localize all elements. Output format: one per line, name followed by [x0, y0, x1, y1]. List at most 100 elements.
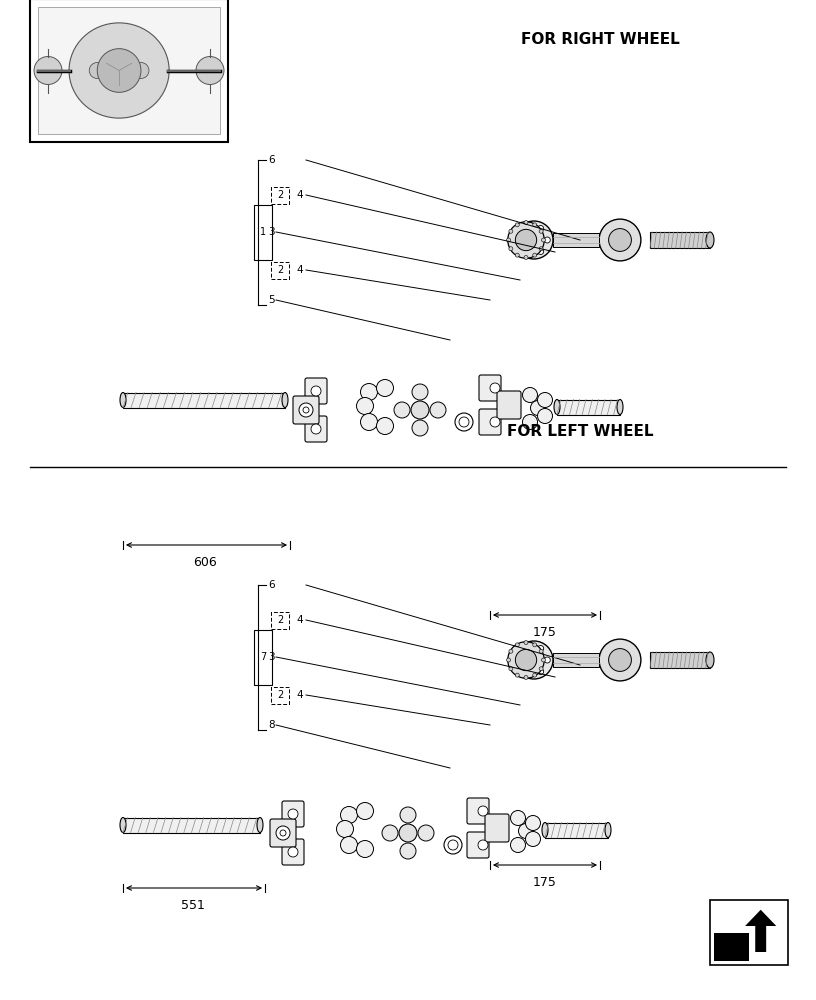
Bar	[271, 611, 289, 629]
Circle shape	[509, 667, 513, 671]
Circle shape	[526, 816, 540, 830]
Circle shape	[490, 383, 500, 393]
Bar	[557, 399, 620, 414]
Text: 7: 7	[259, 652, 266, 662]
FancyBboxPatch shape	[467, 832, 489, 858]
Circle shape	[515, 673, 519, 677]
Circle shape	[97, 49, 141, 92]
Circle shape	[538, 392, 552, 408]
Text: 2: 2	[277, 190, 283, 200]
Circle shape	[538, 669, 543, 675]
Circle shape	[511, 810, 526, 826]
Ellipse shape	[257, 818, 263, 832]
Ellipse shape	[706, 652, 714, 668]
FancyBboxPatch shape	[282, 839, 304, 865]
Circle shape	[539, 667, 543, 671]
FancyBboxPatch shape	[485, 814, 509, 842]
Circle shape	[276, 826, 290, 840]
FancyBboxPatch shape	[479, 375, 501, 401]
Circle shape	[533, 253, 537, 257]
Text: 1: 1	[260, 227, 266, 237]
Circle shape	[526, 652, 543, 668]
Circle shape	[525, 249, 530, 255]
Circle shape	[544, 657, 550, 663]
Circle shape	[516, 649, 537, 671]
Bar	[123, 818, 260, 832]
Text: 606: 606	[193, 556, 217, 569]
Circle shape	[539, 229, 543, 233]
Circle shape	[357, 840, 374, 857]
Circle shape	[530, 400, 546, 416]
Circle shape	[515, 643, 519, 647]
Circle shape	[340, 806, 357, 824]
Text: 551: 551	[181, 899, 205, 912]
Text: 6: 6	[268, 155, 275, 165]
Text: 175: 175	[533, 626, 557, 639]
Circle shape	[542, 238, 545, 242]
Bar	[254, 205, 272, 259]
Circle shape	[525, 225, 530, 231]
Bar	[271, 186, 289, 204]
Circle shape	[430, 402, 446, 418]
Circle shape	[517, 237, 524, 243]
Circle shape	[34, 56, 62, 85]
Circle shape	[509, 649, 513, 653]
Circle shape	[376, 379, 393, 396]
Circle shape	[507, 238, 511, 242]
Circle shape	[539, 649, 543, 653]
Bar	[30, 0, 228, 142]
FancyBboxPatch shape	[467, 798, 489, 824]
Ellipse shape	[554, 399, 560, 414]
Bar	[271, 261, 289, 278]
Circle shape	[522, 414, 538, 430]
Circle shape	[544, 237, 550, 243]
Circle shape	[399, 824, 417, 842]
Circle shape	[89, 62, 105, 79]
Circle shape	[311, 424, 321, 434]
Circle shape	[133, 62, 149, 79]
Circle shape	[288, 809, 298, 819]
Bar	[545, 822, 608, 838]
Circle shape	[526, 832, 540, 846]
Circle shape	[412, 384, 428, 400]
Text: 2: 2	[277, 690, 283, 700]
Text: 3: 3	[268, 652, 275, 662]
Circle shape	[599, 219, 641, 261]
Circle shape	[509, 247, 513, 251]
Ellipse shape	[617, 399, 623, 414]
FancyBboxPatch shape	[305, 378, 327, 404]
Polygon shape	[714, 933, 749, 961]
Circle shape	[524, 221, 528, 225]
Bar	[650, 652, 710, 668]
Circle shape	[361, 414, 378, 430]
Circle shape	[539, 247, 543, 251]
Circle shape	[538, 408, 552, 424]
Circle shape	[490, 417, 500, 427]
Polygon shape	[745, 910, 776, 952]
Text: 175: 175	[533, 876, 557, 889]
Text: 8: 8	[268, 720, 275, 730]
Text: 5: 5	[268, 295, 275, 305]
Circle shape	[418, 825, 434, 841]
FancyBboxPatch shape	[282, 801, 304, 827]
Circle shape	[340, 836, 357, 854]
Circle shape	[515, 221, 553, 259]
Text: 4: 4	[296, 265, 303, 275]
FancyBboxPatch shape	[497, 391, 521, 419]
Circle shape	[542, 658, 545, 662]
Ellipse shape	[69, 23, 169, 118]
Bar	[710, 900, 788, 965]
Circle shape	[533, 643, 537, 647]
Circle shape	[478, 840, 488, 850]
Circle shape	[515, 253, 519, 257]
Circle shape	[455, 413, 473, 431]
Ellipse shape	[542, 822, 548, 838]
Circle shape	[412, 420, 428, 436]
Circle shape	[533, 673, 537, 677]
Circle shape	[515, 641, 553, 679]
Circle shape	[533, 223, 537, 227]
Circle shape	[400, 843, 416, 859]
Text: FOR RIGHT WHEEL: FOR RIGHT WHEEL	[521, 32, 680, 47]
Text: 6: 6	[268, 580, 275, 590]
Bar	[123, 392, 285, 408]
